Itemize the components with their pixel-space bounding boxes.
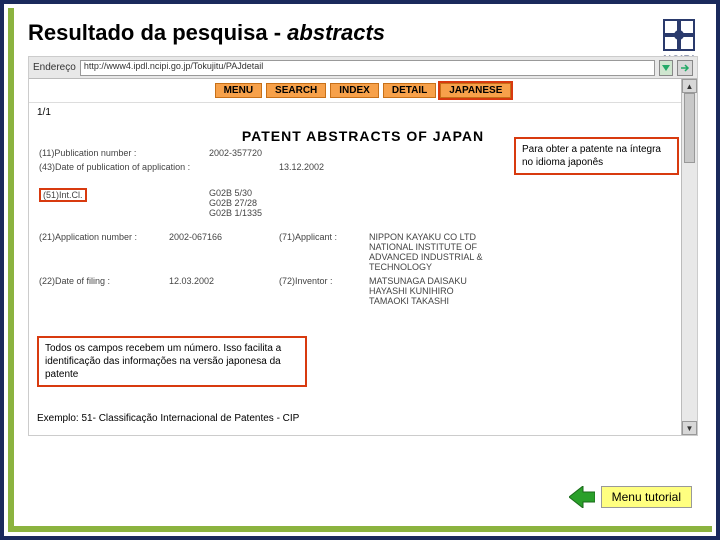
- search-button[interactable]: SEARCH: [266, 83, 326, 98]
- japanese-button[interactable]: JAPANESE: [440, 83, 511, 98]
- scrollbar[interactable]: ▲ ▼: [681, 79, 697, 435]
- address-label: Endereço: [33, 62, 76, 73]
- title-italic: abstracts: [287, 20, 385, 45]
- scroll-down-button[interactable]: ▼: [682, 421, 697, 435]
- menu-tutorial: Menu tutorial: [569, 486, 692, 508]
- filing-value: 12.03.2002: [169, 276, 279, 306]
- pub-date-value: 13.12.2002: [279, 162, 324, 172]
- intcl-values: G02B 5/30 G02B 27/28 G02B 1/1335: [209, 188, 262, 218]
- back-button[interactable]: [569, 486, 595, 508]
- menu-tutorial-label[interactable]: Menu tutorial: [601, 486, 692, 508]
- intcl-value-0: G02B 5/30: [209, 188, 262, 198]
- scroll-up-button[interactable]: ▲: [682, 79, 697, 93]
- logo-icon: [660, 16, 698, 54]
- go-button[interactable]: [677, 60, 693, 76]
- intcl-value-2: G02B 1/1335: [209, 208, 262, 218]
- intcl-label: (51)Int.Cl.: [39, 188, 209, 218]
- chevron-down-icon: [662, 65, 670, 71]
- pub-number-label: (11)Publication number :: [39, 148, 209, 158]
- intcl-value-1: G02B 27/28: [209, 198, 262, 208]
- applicant-value: NIPPON KAYAKU CO LTD NATIONAL INSTITUTE …: [369, 232, 687, 272]
- intcl-row: (51)Int.Cl. G02B 5/30 G02B 27/28 G02B 1/…: [29, 186, 697, 220]
- arrow-left-icon: [569, 486, 595, 508]
- inventor-label: (72)Inventor :: [279, 276, 369, 306]
- callout-japanese: Para obter a patente na íntegra no idiom…: [514, 137, 679, 175]
- applicant-label: (71)Applicant :: [279, 232, 369, 272]
- filing-row: (22)Date of filing : 12.03.2002 (72)Inve…: [29, 274, 697, 308]
- app-number-label: (21)Application number :: [39, 232, 169, 272]
- app-number-value: 2002-067166: [169, 232, 279, 272]
- menu-button[interactable]: MENU: [215, 83, 262, 98]
- address-input[interactable]: http://www4.ipdl.ncipi.go.jp/Tokujitu/PA…: [80, 60, 655, 76]
- page-counter: 1/1: [29, 103, 697, 122]
- pub-number-value: 2002-357720: [209, 148, 262, 158]
- intcl-highlight: (51)Int.Cl.: [39, 188, 87, 202]
- pub-date-label: (43)Date of publication of application :: [39, 162, 279, 172]
- browser-window: Endereço http://www4.ipdl.ncipi.go.jp/To…: [28, 56, 698, 436]
- application-row: (21)Application number : 2002-067166 (71…: [29, 230, 697, 274]
- title-prefix: Resultado da pesquisa -: [28, 20, 287, 45]
- address-dropdown[interactable]: [659, 60, 673, 76]
- callout-example: Exemplo: 51- Classificação Internacional…: [37, 408, 307, 429]
- filing-label: (22)Date of filing :: [39, 276, 169, 306]
- scrollbar-thumb[interactable]: [684, 93, 695, 163]
- detail-button[interactable]: DETAIL: [383, 83, 436, 98]
- nav-bar: MENU SEARCH INDEX DETAIL JAPANESE: [29, 79, 697, 103]
- slide-title: Resultado da pesquisa - abstracts: [28, 20, 698, 46]
- inventor-value: MATSUNAGA DAISAKU HAYASHI KUNIHIRO TAMAO…: [369, 276, 687, 306]
- address-bar: Endereço http://www4.ipdl.ncipi.go.jp/To…: [29, 57, 697, 79]
- arrow-right-icon: [680, 63, 690, 73]
- callout-numbered: Todos os campos recebem um número. Isso …: [37, 336, 307, 387]
- index-button[interactable]: INDEX: [330, 83, 379, 98]
